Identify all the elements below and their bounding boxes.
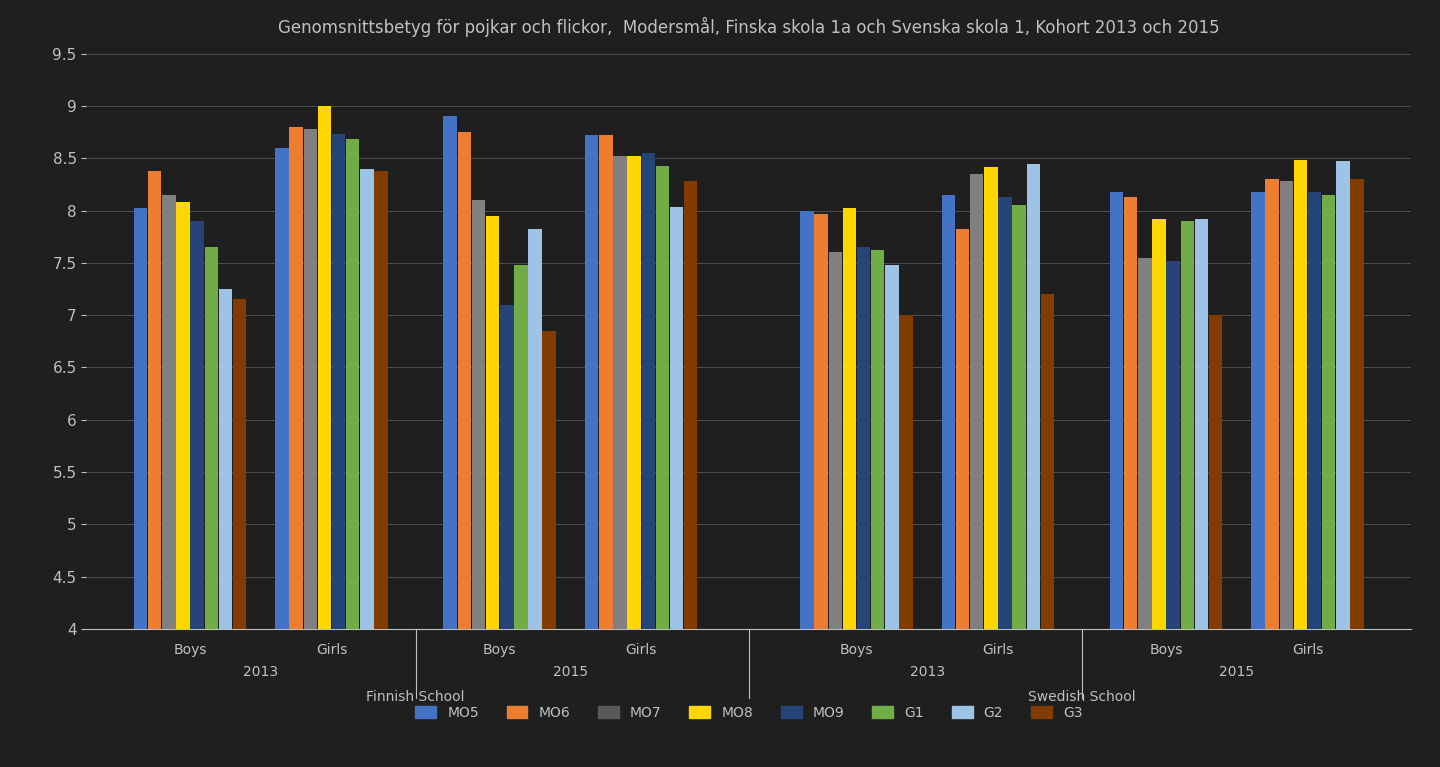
Bar bbox=[1027, 163, 1040, 629]
Text: 2013: 2013 bbox=[243, 665, 278, 679]
Title: Genomsnittsbetyg för pojkar och flickor,  Modersmål, Finska skola 1a och Svenska: Genomsnittsbetyg för pojkar och flickor,… bbox=[278, 17, 1220, 37]
Bar bbox=[1266, 179, 1279, 629]
Text: Boys: Boys bbox=[482, 643, 517, 657]
Bar bbox=[899, 315, 913, 629]
Bar bbox=[684, 181, 697, 629]
Bar bbox=[857, 247, 870, 629]
Bar bbox=[163, 195, 176, 629]
Text: 2015: 2015 bbox=[1220, 665, 1254, 679]
Bar bbox=[1351, 179, 1364, 629]
Bar bbox=[1195, 219, 1208, 629]
Bar bbox=[641, 153, 655, 629]
Bar bbox=[374, 171, 387, 629]
Bar bbox=[1181, 221, 1194, 629]
Bar bbox=[886, 265, 899, 629]
Bar bbox=[289, 127, 302, 629]
Bar bbox=[1125, 197, 1138, 629]
Bar bbox=[458, 132, 471, 629]
Bar bbox=[304, 129, 317, 629]
Bar bbox=[998, 197, 1012, 629]
Bar bbox=[485, 216, 500, 629]
Text: Girls: Girls bbox=[625, 643, 657, 657]
Bar bbox=[1110, 192, 1123, 629]
Text: Boys: Boys bbox=[840, 643, 873, 657]
Text: Finnish School: Finnish School bbox=[366, 690, 465, 704]
Bar bbox=[204, 247, 217, 629]
Bar bbox=[971, 174, 984, 629]
Bar bbox=[613, 156, 626, 629]
Bar bbox=[1041, 295, 1054, 629]
Bar bbox=[360, 169, 373, 629]
Bar bbox=[233, 299, 246, 629]
Bar bbox=[871, 250, 884, 629]
Bar bbox=[331, 134, 346, 629]
Bar bbox=[134, 209, 147, 629]
Bar bbox=[472, 200, 485, 629]
Bar bbox=[655, 166, 670, 629]
Bar bbox=[1308, 192, 1322, 629]
Bar bbox=[1293, 160, 1308, 629]
Bar bbox=[190, 221, 204, 629]
Text: Girls: Girls bbox=[982, 643, 1014, 657]
Text: 2013: 2013 bbox=[910, 665, 945, 679]
Text: 2015: 2015 bbox=[553, 665, 588, 679]
Text: Boys: Boys bbox=[1149, 643, 1182, 657]
Bar bbox=[500, 304, 514, 629]
Text: Girls: Girls bbox=[1292, 643, 1323, 657]
Bar bbox=[148, 171, 161, 629]
Bar bbox=[599, 135, 612, 629]
Bar bbox=[528, 229, 541, 629]
Bar bbox=[1336, 161, 1349, 629]
Bar bbox=[1322, 195, 1335, 629]
Bar bbox=[444, 117, 456, 629]
Bar bbox=[1012, 206, 1025, 629]
Bar bbox=[1152, 219, 1166, 629]
Bar bbox=[628, 156, 641, 629]
Text: Swedish School: Swedish School bbox=[1028, 690, 1136, 704]
Bar bbox=[585, 135, 599, 629]
Bar bbox=[984, 166, 998, 629]
Bar bbox=[1166, 261, 1179, 629]
Bar bbox=[275, 148, 289, 629]
Bar bbox=[956, 229, 969, 629]
Bar bbox=[1138, 258, 1152, 629]
Bar bbox=[543, 331, 556, 629]
Bar bbox=[1251, 192, 1264, 629]
Text: Girls: Girls bbox=[315, 643, 347, 657]
Bar bbox=[842, 209, 857, 629]
Bar bbox=[514, 265, 527, 629]
Bar bbox=[670, 207, 683, 629]
Legend: MO5, MO6, MO7, MO8, MO9, G1, G2, G3: MO5, MO6, MO7, MO8, MO9, G1, G2, G3 bbox=[410, 700, 1087, 726]
Bar bbox=[815, 214, 828, 629]
Bar bbox=[1280, 181, 1293, 629]
Bar bbox=[828, 252, 842, 629]
Text: Boys: Boys bbox=[173, 643, 207, 657]
Bar bbox=[219, 289, 232, 629]
Bar bbox=[1208, 315, 1223, 629]
Bar bbox=[176, 202, 190, 629]
Bar bbox=[942, 195, 955, 629]
Bar bbox=[318, 106, 331, 629]
Bar bbox=[346, 140, 360, 629]
Bar bbox=[801, 211, 814, 629]
